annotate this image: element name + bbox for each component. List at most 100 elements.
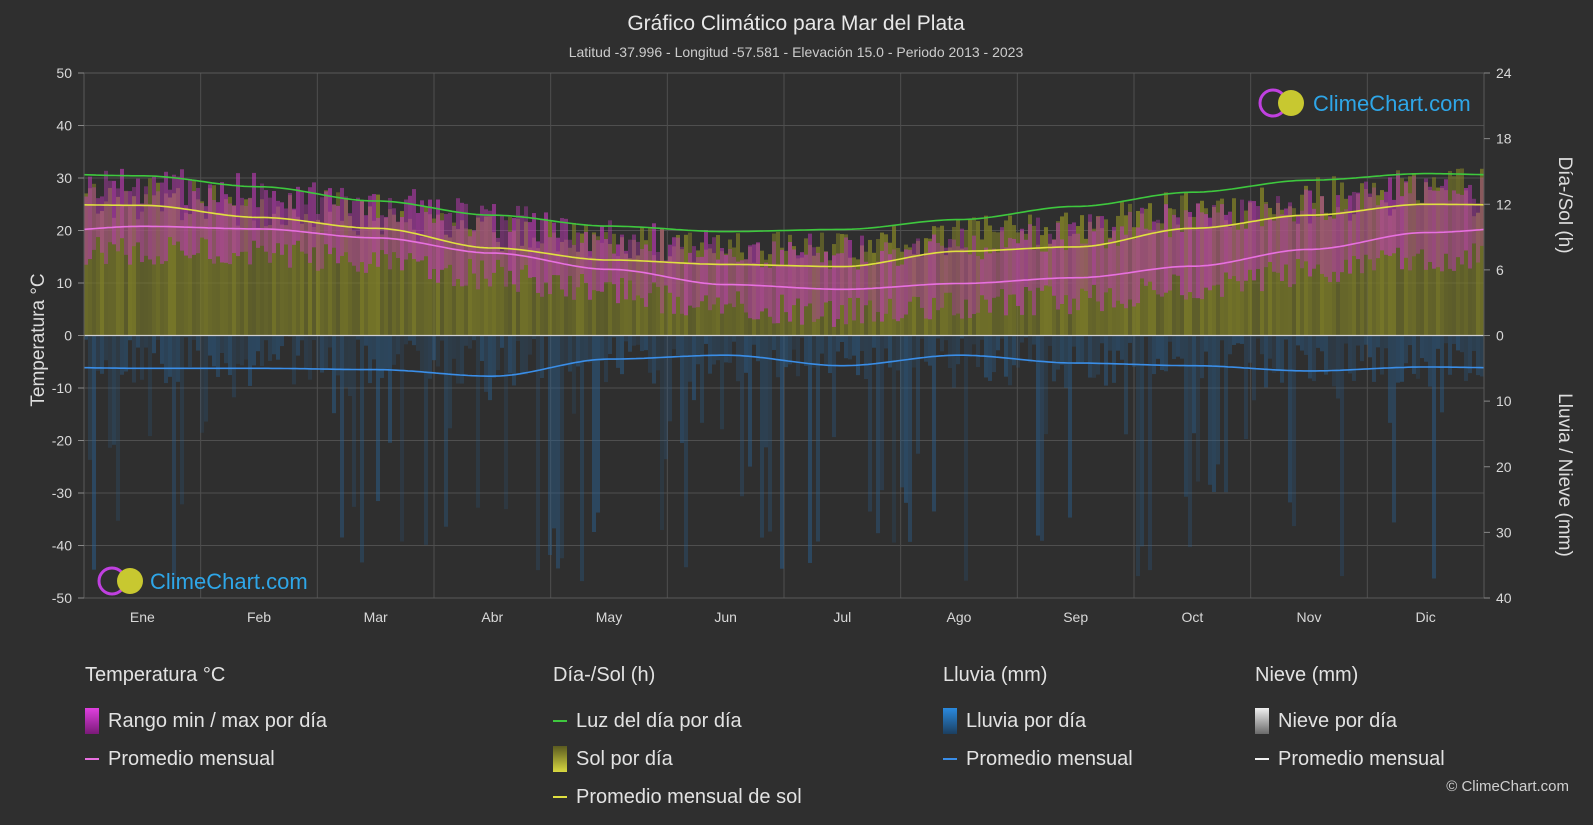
rain-bar — [1340, 335, 1344, 577]
sun-bar — [524, 221, 528, 336]
temp-range-bar — [596, 240, 600, 292]
temp-range-bar — [608, 220, 612, 283]
temp-range-bar — [1244, 228, 1248, 281]
temp-range-bar — [780, 249, 784, 295]
temp-range-bar — [712, 237, 716, 305]
temp-range-bar — [736, 261, 740, 292]
temp-range-bar — [880, 250, 884, 322]
sun-bar — [380, 234, 384, 336]
sun-bar — [280, 224, 284, 336]
temp-range-bar — [308, 187, 312, 263]
temp-range-bar — [340, 187, 344, 256]
temp-range-bar — [280, 202, 284, 255]
sun-bar — [464, 228, 468, 336]
rain-bar — [624, 335, 628, 342]
sun-bar — [396, 222, 400, 336]
temp-range-bar — [1028, 224, 1032, 291]
temp-range-bar — [624, 250, 628, 300]
temp-range-bar — [128, 191, 132, 265]
chart-title: Gráfico Climático para Mar del Plata — [627, 12, 965, 35]
rain-bar — [1276, 335, 1280, 372]
rain-bar — [936, 335, 940, 339]
rain-bar — [516, 335, 520, 341]
rain-bar — [504, 335, 508, 510]
temp-range-bar — [796, 255, 800, 299]
sun-bar — [1028, 214, 1032, 336]
rain-bar — [948, 335, 952, 369]
rain-bar — [108, 335, 112, 448]
sun-bar — [592, 232, 596, 336]
sun-bar — [1232, 198, 1236, 336]
temp-range-bar — [896, 265, 900, 322]
temp-range-bar — [1476, 203, 1480, 263]
temp-range-bar — [804, 254, 808, 307]
rain-bar — [1064, 335, 1068, 388]
sun-bar — [320, 222, 324, 336]
sun-bar — [1368, 196, 1372, 336]
rain-bar — [772, 335, 776, 350]
rain-bar — [1400, 335, 1404, 382]
rain-bar — [1432, 335, 1436, 579]
temp-range-bar — [768, 267, 772, 317]
sun-bar — [1360, 183, 1364, 336]
temp-range-bar — [1020, 228, 1024, 315]
temp-range-bar — [1412, 176, 1416, 257]
rain-bar — [320, 335, 324, 373]
temp-range-bar — [304, 204, 308, 254]
rain-bar — [1272, 335, 1276, 373]
temp-range-bar — [284, 208, 288, 245]
rain-bar — [1372, 335, 1376, 382]
sun-bar — [420, 236, 424, 336]
rain-bar — [1076, 335, 1080, 364]
temp-range-bar — [972, 235, 976, 314]
temp-range-bar — [884, 242, 888, 314]
sun-bar — [160, 211, 164, 336]
rain-bar — [864, 335, 868, 380]
rain-bar — [148, 335, 152, 437]
x-month-label: May — [596, 609, 622, 625]
temp-range-bar — [1436, 190, 1440, 268]
temp-range-bar — [1224, 214, 1228, 273]
rain-bar — [904, 335, 908, 503]
temp-range-bar — [100, 196, 104, 253]
rain-bar — [444, 335, 448, 527]
temp-range-bar — [1080, 243, 1084, 289]
rain-bar — [1428, 335, 1432, 387]
rain-bar — [656, 335, 660, 371]
rain-bar — [1132, 335, 1136, 367]
temp-range-bar — [364, 215, 368, 273]
rain-bar — [332, 335, 336, 414]
sun-bar — [532, 237, 536, 336]
temp-range-bar — [844, 237, 848, 325]
temp-range-bar — [448, 212, 452, 265]
sun-bar — [236, 225, 240, 336]
rain-bar — [844, 335, 848, 359]
rain-bar — [1032, 335, 1036, 345]
sun-bar — [884, 234, 888, 336]
rain-bar — [1012, 335, 1016, 366]
sun-bar — [640, 226, 644, 336]
rain-bar — [1180, 335, 1184, 359]
rain-bar — [1172, 335, 1176, 360]
copyright: © ClimeChart.com — [1446, 778, 1569, 795]
temp-range-bar — [716, 259, 720, 298]
temp-range-bar — [572, 244, 576, 300]
rain-bar — [348, 335, 352, 396]
sun-bar — [1348, 220, 1352, 336]
rain-bar — [1108, 335, 1112, 351]
temp-range-bar — [144, 186, 148, 256]
rain-bar — [724, 335, 728, 363]
sun-bar — [920, 256, 924, 336]
sun-bar — [556, 251, 560, 336]
rain-bar — [940, 335, 944, 352]
rain-bar — [1424, 335, 1428, 362]
x-month-label: Ago — [947, 609, 972, 625]
sun-bar — [300, 223, 304, 336]
temp-range-bar — [732, 256, 736, 308]
temp-range-bar — [872, 264, 876, 322]
rain-bar — [700, 335, 704, 423]
rain-bar — [1092, 335, 1096, 378]
rain-bar — [900, 335, 904, 488]
y-right-bottom-tick: 40 — [1496, 590, 1512, 606]
sun-bar — [580, 233, 584, 336]
